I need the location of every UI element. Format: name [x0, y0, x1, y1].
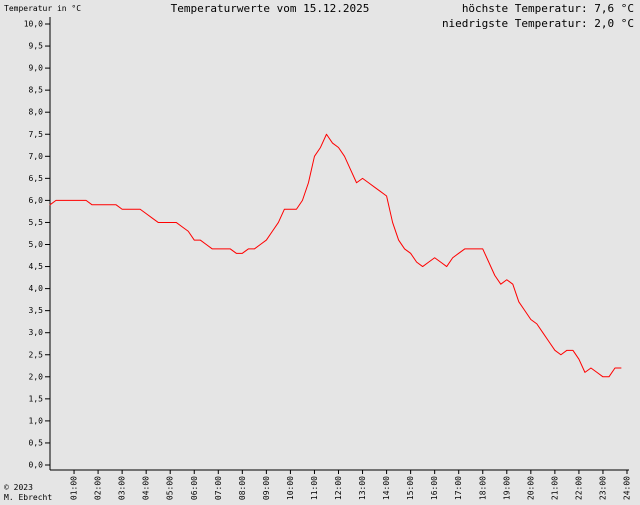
y-tick-label: 1,5: [29, 394, 44, 403]
y-tick-label: 10,0: [24, 20, 43, 29]
y-ticks: 0,0 0,5 1,0 1,5 2,0 2,5 3,0 3,5 4,0 4,5 5,0 5,5 6,0 6…: [24, 20, 50, 470]
x-tick-label: 10:00: [286, 476, 295, 500]
x-tick-label: 02:00: [94, 476, 103, 500]
y-tick-label: 0,5: [29, 438, 44, 447]
y-axis-label: Temperatur in °C: [4, 4, 81, 13]
y-tick-label: 0,0: [29, 461, 44, 470]
x-tick-label: 03:00: [118, 476, 127, 500]
x-tick-label: 12:00: [334, 476, 343, 500]
y-tick-label: 6,5: [29, 174, 44, 183]
x-tick-label: 17:00: [454, 476, 463, 500]
x-tick-label: 23:00: [598, 476, 607, 500]
y-tick-label: 1,0: [29, 416, 44, 425]
y-tick-label: 5,0: [29, 240, 44, 249]
y-tick-label: 2,0: [29, 372, 44, 381]
copyright-text: © 2023: [4, 483, 33, 492]
x-tick-label: 05:00: [166, 476, 175, 500]
x-tick-label: 11:00: [310, 476, 319, 500]
min-temperature: niedrigste Temperatur: 2,0 °C: [442, 17, 634, 30]
x-tick-label: 08:00: [238, 476, 247, 500]
x-tick-label: 14:00: [382, 476, 391, 500]
x-tick-label: 20:00: [526, 476, 535, 500]
x-tick-label: 16:00: [430, 476, 439, 500]
y-tick-label: 8,0: [29, 108, 44, 117]
y-tick-label: 9,0: [29, 64, 44, 73]
y-tick-label: 9,5: [29, 42, 44, 51]
y-tick-label: 2,5: [29, 350, 44, 359]
chart-title: Temperaturwerte vom 15.12.2025: [171, 2, 370, 15]
x-ticks: 01:00 02:00 03:00 04:00 05:00 06:00 07:00 08:00…: [70, 470, 632, 500]
temperature-line: [49, 133, 622, 378]
author-text: M. Ebrecht: [4, 493, 52, 502]
x-tick-label: 04:00: [142, 476, 151, 500]
x-tick-label: 13:00: [358, 476, 367, 500]
x-tick-label: 21:00: [550, 476, 559, 500]
x-tick-label: 22:00: [574, 476, 583, 500]
y-tick-label: 4,5: [29, 262, 44, 271]
x-tick-label: 06:00: [190, 476, 199, 500]
y-tick-label: 6,0: [29, 196, 44, 205]
x-tick-label: 15:00: [406, 476, 415, 500]
x-tick-label: 19:00: [502, 476, 511, 500]
x-tick-label: 07:00: [214, 476, 223, 500]
y-tick-label: 3,0: [29, 328, 44, 337]
y-tick-label: 7,0: [29, 152, 44, 161]
y-tick-label: 5,5: [29, 218, 44, 227]
x-tick-label: 24:00: [623, 476, 632, 500]
y-tick-label: 8,5: [29, 86, 44, 95]
max-temperature: höchste Temperatur: 7,6 °C: [462, 2, 634, 15]
y-tick-label: 7,5: [29, 130, 44, 139]
x-tick-label: 18:00: [478, 476, 487, 500]
y-tick-label: 4,0: [29, 284, 44, 293]
x-tick-label: 01:00: [70, 476, 79, 500]
series-layer: [49, 133, 622, 378]
y-tick-label: 3,5: [29, 306, 44, 315]
x-tick-label: 09:00: [262, 476, 271, 500]
